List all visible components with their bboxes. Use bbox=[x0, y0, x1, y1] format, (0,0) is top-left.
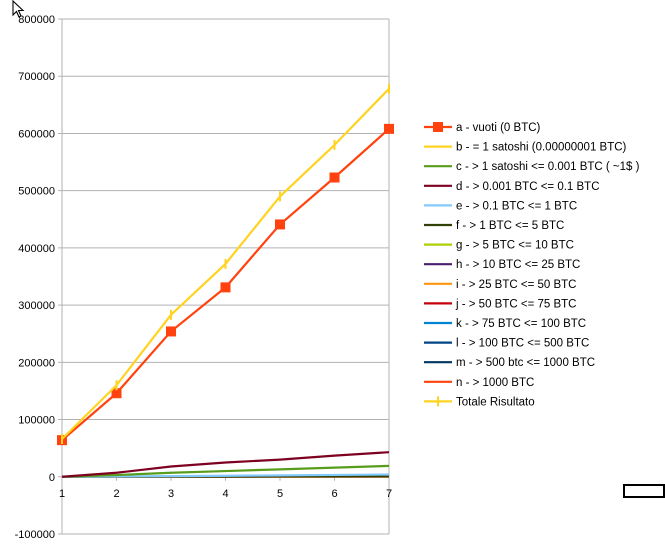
data-point-marker bbox=[329, 172, 340, 183]
legend-label: c - > 1 satoshi <= 0.001 BTC ( ~1$ ) bbox=[456, 161, 640, 173]
legend-label: h - > 10 BTC <= 25 BTC bbox=[456, 259, 580, 271]
legend-label: l - > 100 BTC <= 500 BTC bbox=[456, 338, 589, 350]
legend-label: b - = 1 satoshi (0.00000001 BTC) bbox=[456, 142, 627, 154]
x-tick-label: 4 bbox=[222, 488, 228, 500]
series-line bbox=[61, 464, 390, 478]
legend: a - vuoti (0 BTC) b - = 1 satoshi (0.0000… bbox=[424, 122, 640, 408]
axes: -100000 0 100000 200000 300000 400000 500000 60… bbox=[15, 14, 392, 541]
legend-label: Totale Risultato bbox=[456, 396, 535, 408]
data-point-marker bbox=[275, 219, 285, 230]
legend-label: j - > 50 BTC <= 75 BTC bbox=[455, 298, 576, 310]
data-point-marker bbox=[111, 388, 122, 399]
series-line bbox=[61, 451, 390, 478]
legend-item: i - > 25 BTC <= 50 BTC bbox=[424, 279, 576, 291]
legend-item: g - > 5 BTC <= 10 BTC bbox=[424, 240, 574, 252]
y-tick-label: 0 bbox=[49, 472, 55, 484]
legend-label: g - > 5 BTC <= 10 BTC bbox=[456, 240, 574, 252]
series-lines bbox=[57, 83, 394, 478]
legend-item: l - > 100 BTC <= 500 BTC bbox=[424, 338, 589, 350]
x-tick-label: 3 bbox=[168, 488, 174, 500]
legend-item: f - > 1 BTC <= 5 BTC bbox=[424, 220, 564, 232]
y-tick-label: -100000 bbox=[15, 529, 55, 541]
series-line bbox=[61, 473, 390, 478]
y-tick-label: 200000 bbox=[18, 357, 55, 369]
x-tick-label: 7 bbox=[386, 488, 392, 500]
legend-label: e - > 0.1 BTC <= 1 BTC bbox=[456, 200, 577, 212]
gridlines bbox=[58, 18, 389, 535]
data-point-marker bbox=[220, 282, 231, 293]
legend-label: k - > 75 BTC <= 100 BTC bbox=[456, 318, 586, 330]
mouse-cursor-icon bbox=[12, 0, 25, 18]
legend-item: k - > 75 BTC <= 100 BTC bbox=[424, 318, 586, 330]
x-tick-label: 1 bbox=[59, 488, 65, 500]
legend-item: h - > 10 BTC <= 25 BTC bbox=[424, 259, 580, 271]
y-tick-label: 800000 bbox=[18, 14, 55, 26]
legend-item: n - > 1000 BTC bbox=[424, 377, 534, 389]
x-tick-label: 2 bbox=[113, 488, 119, 500]
legend-swatch-marker bbox=[433, 122, 443, 132]
y-tick-label: 300000 bbox=[18, 300, 55, 312]
y-tick-label: 600000 bbox=[18, 128, 55, 140]
y-tick-label: 400000 bbox=[18, 243, 55, 255]
legend-item: j - > 50 BTC <= 75 BTC bbox=[424, 298, 576, 310]
legend-item: d - > 0.001 BTC <= 0.1 BTC bbox=[424, 181, 600, 193]
legend-label: d - > 0.001 BTC <= 0.1 BTC bbox=[456, 181, 600, 193]
legend-item: b - = 1 satoshi (0.00000001 BTC) bbox=[424, 142, 627, 154]
legend-item: c - > 1 satoshi <= 0.001 BTC ( ~1$ ) bbox=[424, 161, 640, 173]
legend-item: e - > 0.1 BTC <= 1 BTC bbox=[424, 200, 577, 212]
y-tick-label: 100000 bbox=[18, 415, 55, 427]
data-point-marker bbox=[384, 123, 394, 134]
legend-label: n - > 1000 BTC bbox=[456, 377, 534, 389]
selection-box[interactable] bbox=[623, 484, 665, 498]
legend-label: m - > 500 btc <= 1000 BTC bbox=[456, 357, 595, 369]
y-tick-label: 700000 bbox=[18, 71, 55, 83]
legend-item: m - > 500 btc <= 1000 BTC bbox=[424, 357, 595, 369]
legend-item: a - vuoti (0 BTC) bbox=[424, 122, 541, 134]
legend-label: i - > 25 BTC <= 50 BTC bbox=[456, 279, 576, 291]
legend-label: f - > 1 BTC <= 5 BTC bbox=[456, 220, 564, 232]
data-point-marker bbox=[166, 326, 176, 337]
x-tick-label: 6 bbox=[331, 488, 337, 500]
legend-label: a - vuoti (0 BTC) bbox=[456, 122, 541, 134]
x-tick-label: 5 bbox=[277, 488, 283, 500]
y-tick-label: 500000 bbox=[18, 186, 55, 198]
legend-item: Totale Risultato bbox=[424, 396, 535, 408]
